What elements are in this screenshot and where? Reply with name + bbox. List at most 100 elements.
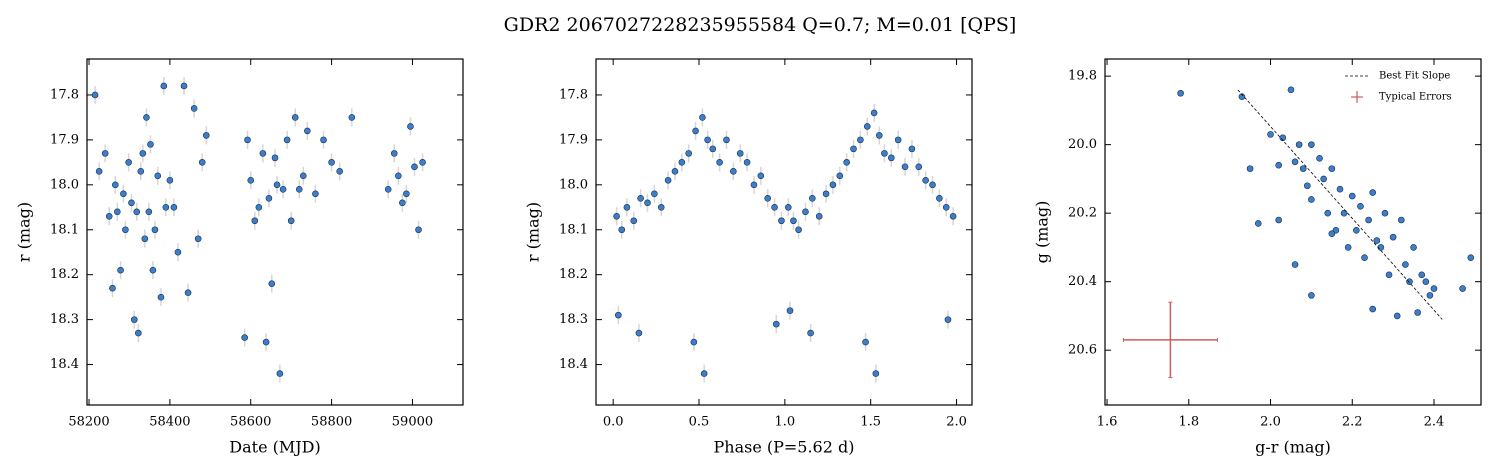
x-tick-label: 1.0	[775, 415, 796, 430]
point	[411, 163, 418, 171]
point	[922, 177, 929, 184]
point	[894, 136, 902, 144]
y-tick-label: 17.8	[559, 87, 588, 102]
y-tick-label: 20.4	[1068, 274, 1097, 289]
point	[678, 159, 686, 166]
point	[685, 150, 693, 157]
y-tick-label: 18.4	[50, 357, 79, 372]
point	[623, 203, 631, 211]
point	[133, 208, 141, 216]
point	[630, 217, 638, 225]
point	[241, 334, 248, 341]
point	[862, 338, 869, 346]
point	[128, 199, 135, 207]
y-axis-label: g (mag)	[1033, 201, 1052, 264]
point	[174, 248, 182, 256]
point	[112, 181, 119, 189]
point	[1308, 292, 1315, 299]
y-tick-label: 20.6	[1068, 343, 1097, 358]
point	[1316, 155, 1323, 162]
point	[141, 235, 149, 243]
point	[262, 338, 270, 346]
x-axis-label: Phase (P=5.62 d)	[714, 438, 855, 457]
point	[1254, 220, 1262, 227]
plot-frame	[86, 58, 464, 406]
x-tick-label: 58600	[230, 415, 271, 430]
y-tick-label: 18.3	[50, 312, 79, 327]
point	[615, 311, 622, 319]
point	[1295, 141, 1303, 148]
point	[320, 136, 327, 144]
point	[857, 136, 864, 144]
point	[101, 150, 109, 157]
point	[336, 168, 343, 175]
y-tick-label: 17.9	[50, 132, 79, 147]
point	[736, 150, 744, 157]
point	[901, 163, 909, 171]
point	[143, 114, 150, 121]
point	[644, 199, 651, 207]
point	[1410, 244, 1417, 251]
point	[390, 150, 398, 157]
point	[613, 212, 620, 220]
point	[300, 172, 307, 180]
point	[1353, 226, 1360, 234]
point	[407, 123, 414, 130]
plot-frame	[1104, 58, 1482, 406]
point	[671, 168, 679, 175]
point	[1177, 89, 1184, 97]
point	[184, 289, 192, 296]
point	[1324, 209, 1332, 217]
point	[91, 91, 99, 99]
point	[802, 208, 809, 216]
point	[328, 159, 335, 166]
point	[1267, 131, 1274, 138]
point	[1328, 230, 1336, 238]
point	[929, 181, 936, 189]
point	[949, 212, 957, 220]
point	[786, 307, 794, 314]
point	[870, 109, 878, 117]
x-tick-label: 58400	[149, 415, 190, 430]
point	[944, 316, 952, 323]
point	[872, 370, 880, 377]
point	[131, 316, 138, 323]
point	[822, 190, 830, 198]
point	[730, 168, 737, 175]
point	[283, 136, 291, 144]
point	[304, 127, 311, 135]
point	[784, 203, 792, 211]
x-axis-label: g-r (mag)	[1255, 438, 1331, 457]
point	[166, 177, 174, 184]
y-tick-label: 17.9	[559, 132, 588, 147]
point	[635, 329, 643, 337]
y-tick-label: 18.2	[50, 267, 79, 282]
point	[251, 217, 259, 225]
y-tick-label: 17.8	[50, 87, 79, 102]
point	[198, 159, 206, 166]
x-tick-label: 1.5	[860, 415, 881, 430]
point	[1361, 254, 1368, 261]
point	[750, 181, 758, 189]
point	[1308, 196, 1315, 203]
point	[415, 226, 422, 234]
point	[1430, 285, 1438, 292]
y-axis-label: r (mag)	[524, 202, 543, 262]
point	[915, 163, 923, 171]
point	[723, 136, 730, 144]
fit-line	[1237, 89, 1443, 320]
point	[194, 235, 202, 243]
point	[716, 159, 723, 166]
point	[137, 168, 145, 175]
x-axis-label: Date (MJD)	[229, 438, 320, 457]
point	[202, 132, 210, 139]
point	[180, 82, 188, 90]
point	[271, 154, 279, 162]
x-tick-label: 1.8	[1178, 415, 1199, 430]
point	[881, 150, 888, 157]
point	[162, 203, 170, 211]
point	[403, 190, 410, 198]
point	[699, 114, 706, 121]
point	[807, 329, 814, 337]
